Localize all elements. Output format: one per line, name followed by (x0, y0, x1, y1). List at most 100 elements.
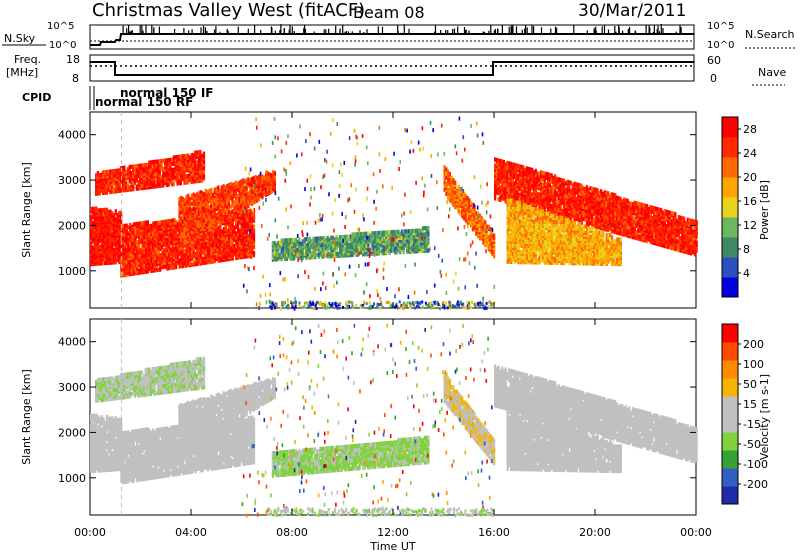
heatmap-cell (148, 224, 151, 229)
heatmap-cell (162, 219, 165, 225)
heatmap-cell (155, 249, 158, 254)
heatmap-cell (164, 219, 167, 224)
heatmap-cell (402, 249, 405, 255)
heatmap-cell (148, 244, 151, 249)
heatmap-cell (91, 245, 94, 250)
nsearch-tick-high: 10^5 (707, 21, 734, 32)
heatmap-cell (169, 218, 172, 224)
heatmap-cell (130, 255, 134, 260)
heatmap-cell (98, 208, 101, 213)
heatmap-cell (150, 223, 153, 229)
heatmap-cell (104, 213, 107, 219)
heatmap-cell (141, 233, 144, 238)
heatmap-cell (146, 232, 149, 237)
heatmap-cell (118, 225, 121, 230)
heatmap-cell (159, 244, 162, 250)
heatmap-cell (104, 248, 107, 253)
nsky-strip: 10^5 10^0 10^5 10^0 (47, 21, 734, 51)
station-title: Christmas Valley West (fitACF) (92, 0, 365, 21)
heatmap-cell (111, 211, 114, 216)
nsky-spikes (122, 24, 682, 34)
heatmap-cell (134, 244, 137, 249)
heatmap-cell (100, 234, 103, 239)
heatmap-cell (125, 256, 128, 261)
heatmap-cell (134, 236, 137, 241)
nsky-label: N.Sky (4, 32, 36, 45)
heatmap-cell (127, 266, 130, 271)
date-label: 30/Mar/2011 (578, 1, 686, 21)
heatmap-cell (109, 227, 112, 233)
heatmap-cell (199, 150, 202, 155)
heatmap-cell (175, 264, 178, 270)
heatmap-cell (155, 227, 158, 232)
cpid-label-rf: normal 150 RF (95, 95, 193, 109)
heatmap-cell (169, 237, 172, 242)
heatmap-cell (125, 223, 128, 228)
heatmap-cell (162, 242, 165, 247)
heatmap-cell (202, 159, 206, 164)
heatmap-cell (118, 229, 121, 234)
heatmap-cell (138, 237, 141, 243)
heatmap-cell (454, 180, 457, 185)
heatmap-cell (107, 248, 110, 253)
heatmap-cell (118, 210, 121, 216)
freq-tick-low: 8 (72, 72, 79, 85)
heatmap-cell (122, 240, 125, 245)
beam-label: Beam 08 (353, 3, 425, 22)
heatmap-cell (176, 234, 180, 239)
heatmap-cell (145, 220, 148, 225)
heatmap-cell (90, 206, 93, 212)
cpid-label: CPID (22, 91, 51, 104)
heatmap-cell (129, 259, 132, 264)
heatmap-cell (168, 219, 171, 224)
heatmap-cell (152, 254, 155, 259)
heatmap-cell (130, 269, 134, 274)
heatmap-cell (100, 214, 103, 219)
heatmap-cell (122, 224, 125, 229)
heatmap-cell (148, 262, 151, 268)
heatmap-cell (120, 210, 123, 215)
heatmap-cell (136, 221, 139, 227)
heatmap-cell (97, 230, 100, 236)
freq-unit-label: [MHz] (6, 66, 38, 79)
heatmap-cell (104, 207, 107, 213)
heatmap-cell (157, 220, 160, 225)
heatmap-cell (107, 230, 110, 235)
nave-tick-low: 0 (710, 72, 717, 85)
heatmap-cell (122, 256, 125, 261)
heatmap-cell (138, 248, 141, 253)
heatmap-cell (175, 230, 178, 235)
heatmap-cell (173, 232, 176, 237)
heatmap-cell (105, 258, 109, 263)
heatmap-cell (176, 221, 180, 227)
heatmap-cell (166, 219, 169, 224)
freq-label: Freq. (14, 53, 41, 66)
heatmap-cell (145, 269, 148, 274)
heatmap-cell (157, 241, 160, 246)
heatmap-cell (153, 221, 157, 226)
heatmap-cell (145, 226, 148, 231)
heatmap-cell (132, 222, 135, 227)
heatmap-cell (118, 219, 121, 224)
heatmap-cell (155, 261, 158, 267)
heatmap-cell (173, 246, 176, 252)
heatmap-cell (146, 255, 149, 260)
heatmap-cell (153, 262, 157, 267)
heatmap-cell (93, 253, 96, 258)
heatmap-cell (91, 206, 94, 211)
heatmap-cell (116, 243, 119, 248)
heatmap-cell (114, 256, 117, 261)
heatmap-cell (161, 234, 164, 239)
heatmap-cell (100, 208, 103, 213)
heatmap-cell (427, 225, 430, 231)
heatmap-cell (107, 219, 110, 225)
heatmap-cell (123, 270, 126, 275)
heatmap-cell (162, 248, 165, 253)
heatmap-cell (448, 171, 451, 177)
heatmap-cell (91, 221, 94, 226)
heatmap-cell (152, 221, 155, 226)
heatmap-cell (146, 220, 149, 225)
heatmap-cell (102, 261, 105, 266)
heatmap-cell (125, 237, 128, 243)
